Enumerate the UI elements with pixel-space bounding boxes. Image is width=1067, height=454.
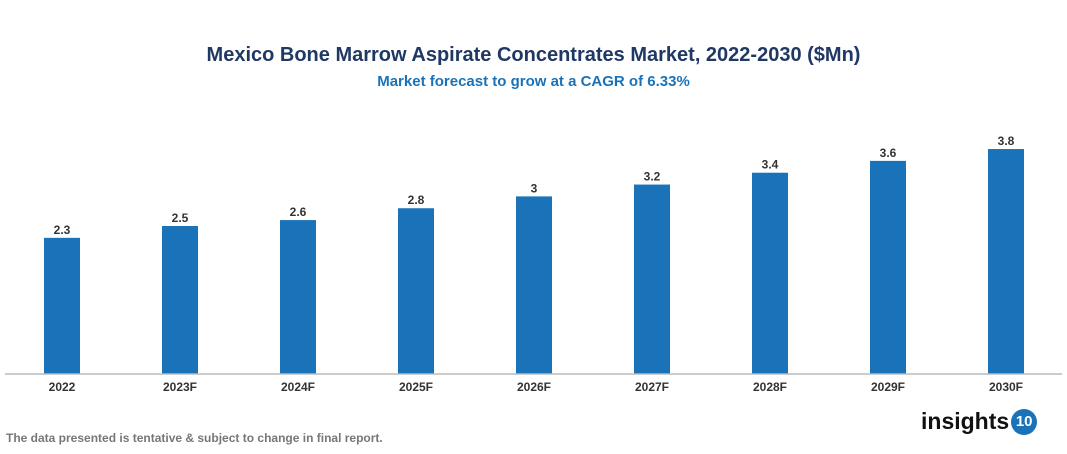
bar xyxy=(280,220,316,374)
x-tick-label: 2029F xyxy=(871,380,905,394)
x-tick-label: 2027F xyxy=(635,380,669,394)
data-label: 2.5 xyxy=(172,211,189,225)
x-tick-label: 2022 xyxy=(49,380,76,394)
chart-subtitle: Market forecast to grow at a CAGR of 6.3… xyxy=(377,73,690,90)
bar xyxy=(870,160,906,374)
data-label: 2.6 xyxy=(290,205,307,219)
data-label: 2.8 xyxy=(408,193,425,207)
data-label: 3.8 xyxy=(998,134,1015,148)
data-label: 2.3 xyxy=(54,223,71,237)
footnote: The data presented is tentative & subjec… xyxy=(6,431,383,445)
bar xyxy=(752,172,788,374)
x-tick-label: 2025F xyxy=(399,380,433,394)
bar xyxy=(634,184,670,374)
data-label: 3.6 xyxy=(880,146,897,160)
logo-badge: 10 xyxy=(1011,408,1038,435)
bar xyxy=(516,196,552,374)
x-tick-label: 2028F xyxy=(753,380,787,394)
data-label: 3.2 xyxy=(644,170,661,184)
insights10-logo: insights 10 xyxy=(921,408,1038,435)
bar xyxy=(988,149,1024,374)
data-label: 3 xyxy=(531,181,538,195)
x-tick-label: 2023F xyxy=(163,380,197,394)
logo-text: insights xyxy=(921,408,1010,434)
x-tick-label: 2030F xyxy=(989,380,1023,394)
data-label: 3.4 xyxy=(762,158,779,172)
x-tick-label: 2024F xyxy=(281,380,315,394)
bar xyxy=(162,226,198,374)
bar xyxy=(44,237,80,374)
bar xyxy=(398,208,434,374)
chart-title: Mexico Bone Marrow Aspirate Concentrates… xyxy=(206,44,861,66)
x-tick-label: 2026F xyxy=(517,380,551,394)
